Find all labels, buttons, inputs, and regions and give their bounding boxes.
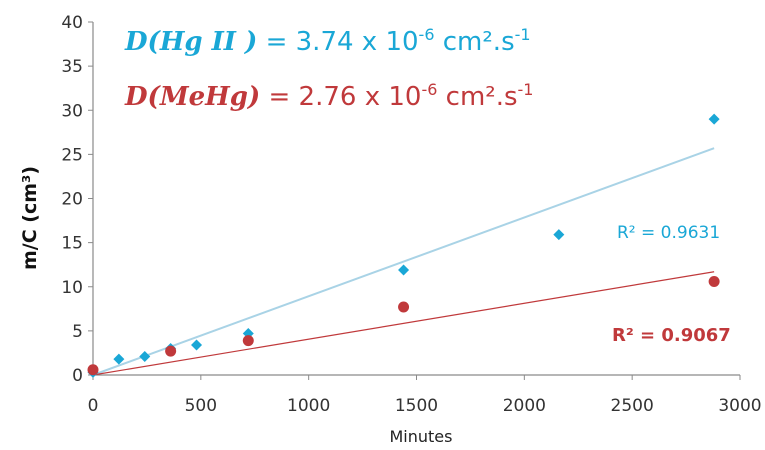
data-point-hgii [398,264,410,276]
y-tick-label: 0 [72,366,83,386]
data-point-mehg [165,345,177,357]
y-tick-label: 40 [61,13,83,33]
trendlines [92,147,715,376]
y-tick-label: 35 [61,57,83,77]
eq-hg-units-exp: -1 [515,25,531,44]
eq-hg-value: = 3.74 x 10 [257,27,418,57]
y-axis-label: m/C (cm³) [19,166,41,270]
eq-mehg-units: cm².s [437,82,517,112]
axes [92,22,740,376]
data-point-hgii [113,353,125,365]
x-tick-label: 3000 [718,396,761,416]
y-tick-label: 5 [72,322,83,342]
r2-label-mehg: R² = 0.9067 [612,325,731,346]
y-tick-label: 20 [61,190,83,210]
eq-hg-species: (Hg II ) [148,27,258,57]
r2-label-hgii: R² = 0.9631 [617,223,720,243]
eq-mehg-exponent: -6 [421,80,437,99]
eq-hg-exponent: -6 [419,25,435,44]
y-tick-label: 25 [61,145,83,165]
x-tick-label: 2000 [503,396,546,416]
y-tick-label: 30 [61,101,83,121]
x-tick-label: 2500 [611,396,654,416]
x-tick-label: 500 [185,396,217,416]
x-tick-label: 0 [88,396,99,416]
eq-mehg-d-symbol: D [124,82,148,112]
data-point-hgii [139,350,151,362]
x-ticks: 0 500 1000 1500 2000 2500 3000 [88,375,762,416]
data-point-mehg [242,335,254,347]
data-point-mehg [87,364,99,376]
trendline-mehg [92,271,715,376]
data-points [87,113,720,378]
x-tick-label: 1000 [287,396,330,416]
x-tick-label: 1500 [395,396,438,416]
x-axis-label: Minutes [390,427,453,446]
data-point-hgii [191,339,203,351]
trendline-hgii [92,147,715,376]
data-point-mehg [708,275,720,287]
eq-mehg-species: (MeHg) [148,82,261,112]
diffusion-equation-mehg: D(MeHg) = 2.76 x 10-6 cm².s-1 [124,80,533,112]
data-point-mehg [398,301,410,313]
eq-mehg-value: = 2.76 x 10 [260,82,421,112]
diffusion-equation-hgii: D(Hg II ) = 3.74 x 10-6 cm².s-1 [124,25,531,57]
data-point-hgii [708,113,720,125]
eq-hg-d-symbol: D [124,27,148,57]
data-point-hgii [553,229,565,241]
eq-mehg-units-exp: -1 [518,80,534,99]
y-tick-label: 10 [61,278,83,298]
y-ticks: 0 5 10 15 20 25 30 35 40 [61,13,93,386]
eq-hg-units: cm².s [435,27,515,57]
y-tick-label: 15 [61,234,83,254]
